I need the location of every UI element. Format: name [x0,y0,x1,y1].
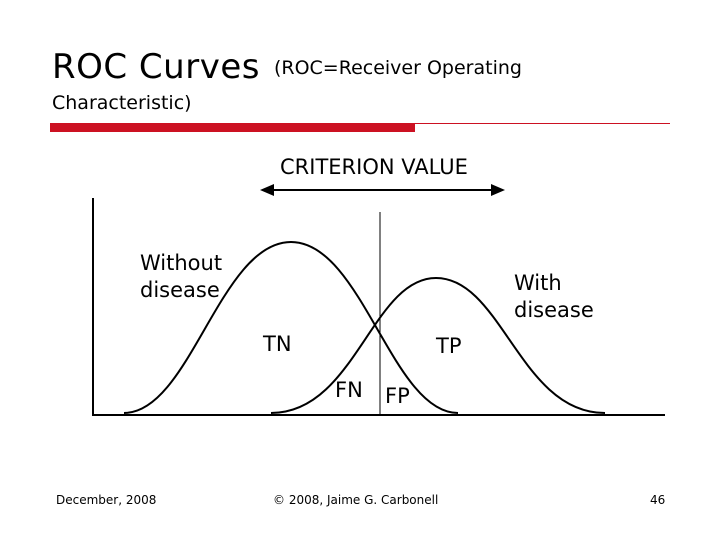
without-disease-label-line1: Without [140,251,222,275]
title-subtitle-continued: Characteristic) [52,92,192,114]
page-number: 46 [650,493,666,507]
slide-title: ROC Curves (ROC=Receiver Operating [52,50,692,84]
fn-label: FN [335,378,363,402]
footer-copyright: © 2008, Jaime G. Carbonell [273,493,439,507]
with-disease-label-line1: With [514,271,562,295]
without-disease-label-line2: disease [140,278,220,302]
criterion-arrow-head-left [260,184,274,196]
title-subtitle: (ROC=Receiver Operating [273,57,522,79]
tp-label: TP [435,334,462,358]
criterion-value-label: CRITERION VALUE [280,155,468,179]
footer-date: December, 2008 [56,493,157,507]
title-main: ROC Curves [52,47,260,87]
with-disease-curve [270,276,606,414]
fp-label: FP [385,384,410,408]
title-rule-thin [415,123,670,124]
with-disease-label-line2: disease [514,298,594,322]
title-rule-accent [50,123,415,132]
criterion-arrow-head-right [491,184,505,196]
tn-label: TN [262,332,292,356]
without-disease-curve [123,240,459,414]
